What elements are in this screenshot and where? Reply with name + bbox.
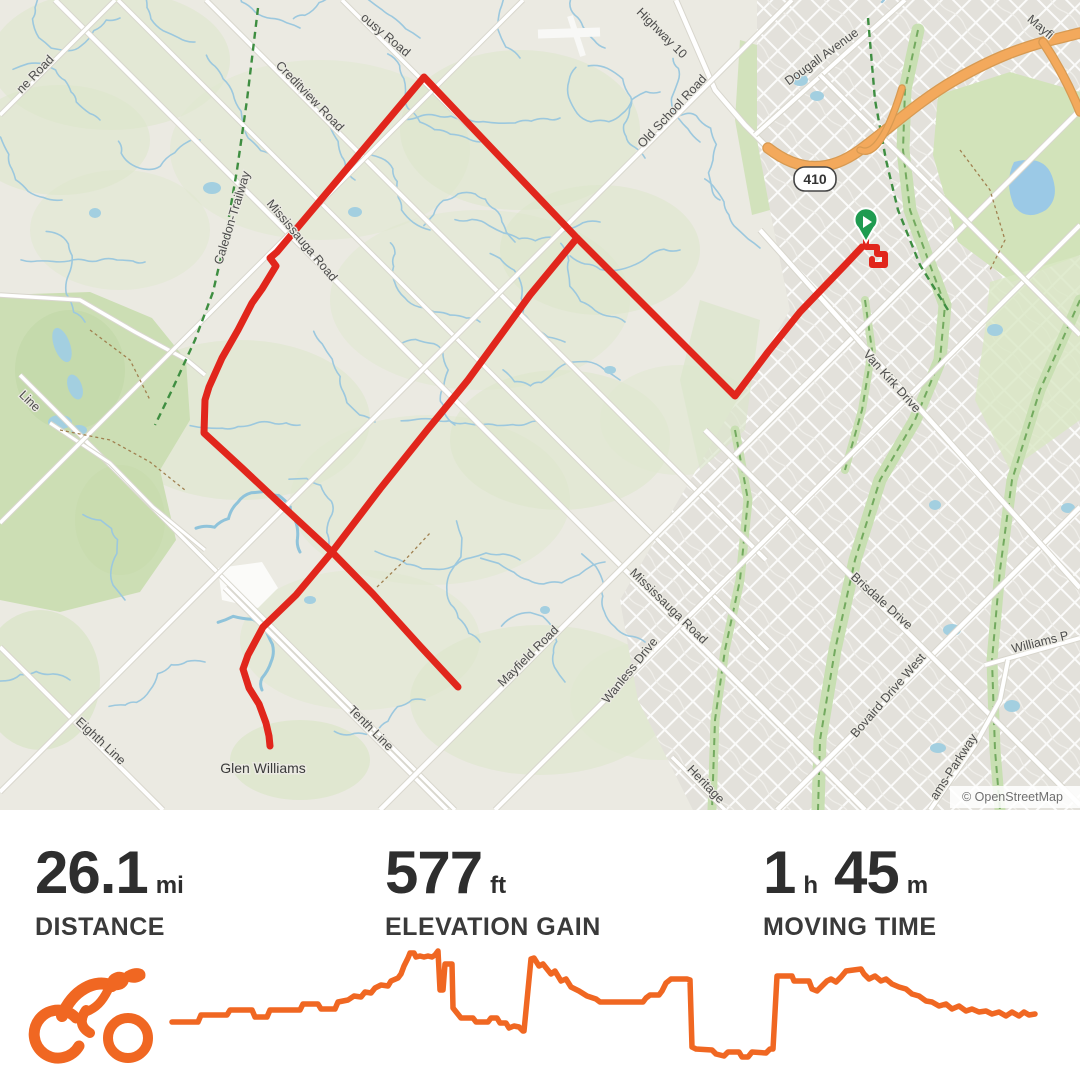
start-marker[interactable]: [853, 207, 879, 245]
elevation-value-row: 577 ft: [385, 838, 601, 907]
elevation-value: 577: [385, 839, 483, 906]
time-hours-value: 1: [763, 839, 796, 906]
elevation-profile-line: [169, 948, 1038, 1060]
stat-moving-time: 1 h 45 m MOVING TIME: [763, 838, 937, 942]
svg-text:© OpenStreetMap: © OpenStreetMap: [962, 790, 1063, 804]
distance-value-row: 26.1 mi: [35, 838, 184, 907]
cyclist-icon: [28, 968, 153, 1064]
distance-label: DISTANCE: [35, 913, 165, 941]
time-minutes-unit: m: [906, 872, 929, 899]
stat-distance: 26.1 mi DISTANCE: [35, 838, 184, 942]
svg-text:410: 410: [803, 171, 827, 187]
time-hours-unit: h: [803, 872, 819, 899]
time-minutes-value: 45: [834, 839, 900, 906]
route-map[interactable]: 410 ne Road Line ousy Road Creditview Road Ca…: [0, 0, 1080, 810]
elevation-sparkline: [169, 948, 1038, 1060]
elevation-unit: ft: [490, 872, 507, 899]
highway-410-shield: 410: [793, 166, 837, 192]
map-attribution[interactable]: © OpenStreetMap: [950, 786, 1080, 808]
stats-panel: 26.1 mi DISTANCE 577 ft ELEVATION GAIN 1…: [0, 810, 1080, 1080]
time-value-row: 1 h 45 m: [763, 838, 937, 907]
elevation-label: ELEVATION GAIN: [385, 913, 601, 941]
place-label-glen-williams: Glen Williams: [220, 760, 306, 776]
distance-unit: mi: [155, 872, 184, 899]
stat-elevation-gain: 577 ft ELEVATION GAIN: [385, 838, 601, 942]
distance-value: 26.1: [35, 839, 149, 906]
time-label: MOVING TIME: [763, 913, 937, 941]
